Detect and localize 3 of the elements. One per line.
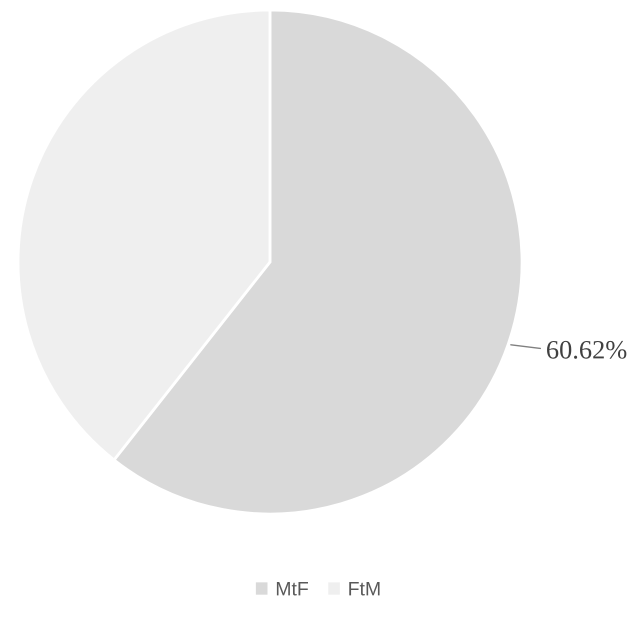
data-label: 60.62% (547, 340, 626, 359)
legend-label: MtF (276, 582, 308, 596)
legend-label: FtM (349, 582, 380, 596)
